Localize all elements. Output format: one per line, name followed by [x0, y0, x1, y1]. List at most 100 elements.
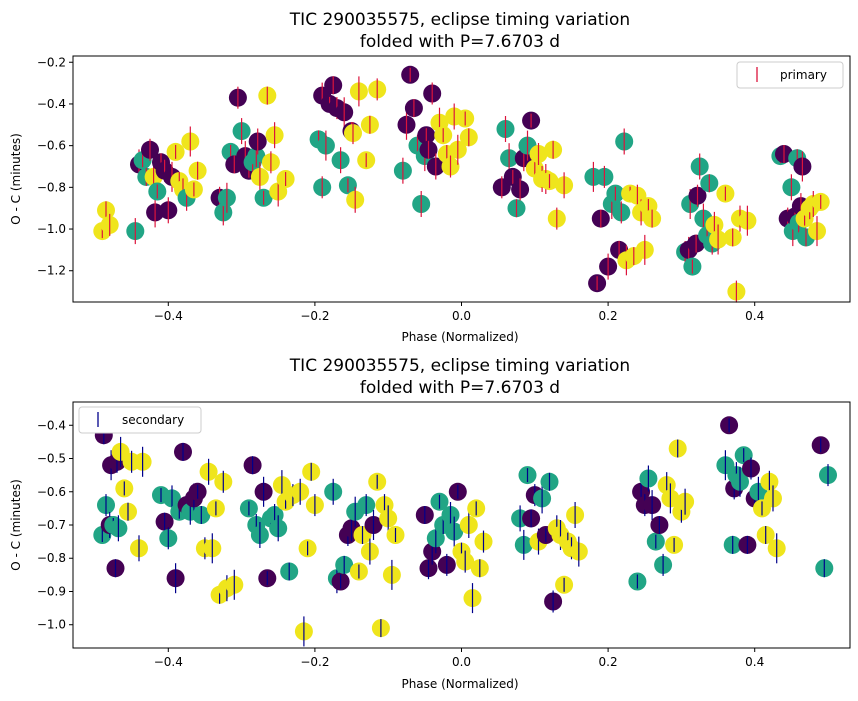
- data-point: [250, 522, 269, 548]
- data-point: [474, 530, 493, 553]
- data-point: [742, 457, 760, 480]
- data-point: [643, 209, 662, 228]
- data-point: [793, 151, 812, 182]
- data-point: [688, 184, 707, 207]
- data-point: [159, 197, 178, 224]
- data-point: [302, 462, 321, 481]
- primary-data-points: [93, 65, 830, 303]
- data-point: [214, 470, 233, 493]
- data-point: [397, 109, 416, 140]
- data-point: [522, 509, 541, 528]
- data-point: [217, 182, 236, 213]
- data-point: [155, 512, 174, 531]
- data-point: [382, 559, 401, 590]
- data-point: [709, 224, 728, 255]
- y-tick-label: −0.5: [37, 452, 66, 466]
- data-point: [298, 539, 317, 558]
- chart-title-line2: folded with P=7.6703 d: [360, 378, 560, 398]
- data-point: [544, 590, 563, 613]
- data-point: [305, 494, 324, 517]
- data-point: [540, 172, 559, 191]
- data-point: [357, 151, 376, 170]
- data-point: [555, 575, 574, 594]
- legend: primary: [736, 61, 844, 89]
- data-point: [591, 209, 610, 228]
- y-axis-label: O - C (minutes): [9, 133, 23, 225]
- data-point: [401, 65, 420, 84]
- data-point: [141, 138, 159, 161]
- data-point: [588, 274, 607, 293]
- data-point: [700, 174, 719, 193]
- y-tick-label: −0.2: [37, 55, 66, 69]
- data-point: [764, 485, 782, 512]
- data-point: [324, 478, 343, 505]
- data-point: [228, 86, 247, 109]
- chart-title-line1: TIC 290035575, eclipse timing variation: [289, 10, 630, 30]
- x-tick-label: −0.2: [300, 309, 329, 323]
- data-point: [100, 213, 119, 236]
- data-point: [723, 228, 742, 247]
- data-point: [635, 234, 654, 265]
- data-point: [723, 535, 742, 554]
- data-point: [606, 184, 625, 203]
- data-point: [225, 569, 244, 600]
- data-point: [159, 527, 178, 550]
- data-point: [683, 257, 702, 276]
- data-point: [522, 111, 541, 130]
- data-point: [146, 197, 165, 228]
- data-point: [335, 97, 354, 128]
- data-point: [467, 499, 486, 518]
- data-point: [734, 446, 753, 465]
- data-point: [349, 76, 368, 107]
- data-point: [808, 216, 826, 247]
- x-tick-label: 0.2: [599, 309, 618, 323]
- data-point: [720, 416, 739, 435]
- data-point: [815, 559, 834, 578]
- data-point: [199, 458, 218, 485]
- data-point: [650, 516, 669, 534]
- y-tick-label: −0.7: [37, 518, 66, 532]
- data-point: [206, 499, 225, 518]
- data-point: [514, 529, 533, 560]
- data-point: [415, 506, 434, 524]
- data-point: [511, 178, 530, 201]
- data-point: [430, 492, 449, 511]
- data-point: [441, 155, 460, 178]
- data-point: [448, 134, 467, 165]
- data-point: [188, 482, 207, 501]
- data-point: [731, 466, 749, 497]
- data-point: [133, 446, 152, 477]
- y-axis-label: O - C (minutes): [9, 479, 23, 571]
- data-point: [676, 488, 695, 515]
- data-point: [250, 161, 269, 192]
- y-tick-label: −1.2: [37, 264, 66, 278]
- data-point: [434, 126, 453, 145]
- x-axis-label: Phase (Normalized): [401, 677, 518, 691]
- data-point: [767, 533, 786, 564]
- legend: secondary: [78, 406, 202, 434]
- data-point: [335, 555, 354, 574]
- primary-panel: TIC 290035575, eclipse timing variation …: [9, 10, 851, 344]
- data-point: [166, 142, 185, 161]
- data-point: [437, 553, 456, 576]
- data-point: [612, 201, 631, 224]
- secondary-axis-ticks: −0.4 −0.2 0.0 0.2 0.4 −1.0 −0.9 −0.8 −0.7 −0.6 −0.…: [37, 418, 764, 669]
- data-point: [819, 464, 837, 487]
- data-point: [184, 180, 203, 199]
- data-point: [690, 153, 709, 180]
- data-point: [243, 456, 262, 475]
- legend-box: [78, 406, 202, 434]
- data-point: [331, 147, 350, 174]
- y-tick-label: −0.6: [37, 485, 66, 499]
- data-point: [232, 118, 251, 145]
- chart-title-line2: folded with P=7.6703 d: [360, 32, 560, 52]
- data-point: [500, 143, 519, 174]
- data-point: [716, 184, 735, 203]
- data-point: [459, 128, 478, 147]
- data-point: [547, 207, 566, 230]
- data-point: [269, 515, 288, 542]
- x-tick-label: 0.4: [745, 309, 764, 323]
- data-point: [331, 572, 350, 591]
- data-point: [412, 191, 431, 217]
- data-point: [371, 619, 390, 638]
